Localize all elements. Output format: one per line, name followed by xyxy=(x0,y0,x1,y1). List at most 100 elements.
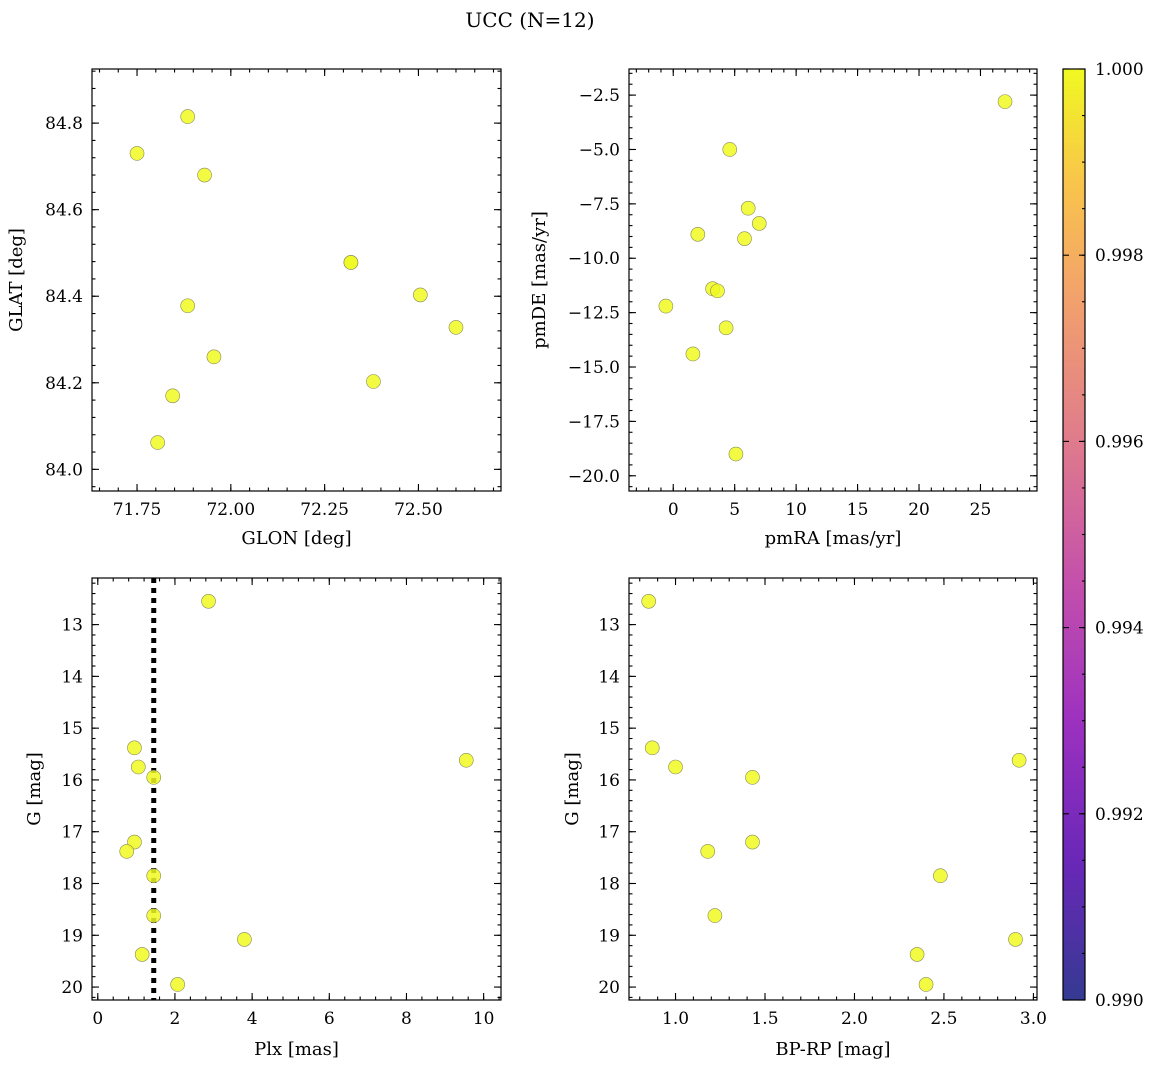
data-point xyxy=(737,231,752,246)
x-tick-label: 10 xyxy=(785,500,807,520)
data-point xyxy=(127,740,142,756)
colorbar-tick-label: 1.000 xyxy=(1095,60,1144,80)
x-axis-label: Plx [mas] xyxy=(254,1039,339,1060)
x-tick-label: 8 xyxy=(401,1009,412,1029)
x-tick-label: 72.50 xyxy=(394,500,443,520)
data-point xyxy=(119,844,135,859)
data-point xyxy=(685,346,701,362)
data-point xyxy=(700,844,716,859)
y-tick-label: 19 xyxy=(61,926,83,946)
plot-area xyxy=(91,68,502,492)
data-point xyxy=(745,834,760,850)
y-tick-label: −12.5 xyxy=(568,304,620,324)
data-point xyxy=(413,287,428,303)
colorbar-tick-label: 0.990 xyxy=(1095,991,1144,1011)
x-tick-label: 0 xyxy=(92,1009,103,1029)
data-point xyxy=(131,759,146,775)
y-axis-label: GLAT [deg] xyxy=(6,228,27,332)
y-tick-label: 84.2 xyxy=(45,374,83,394)
data-point xyxy=(197,167,212,183)
data-point xyxy=(658,298,674,314)
x-tick-label: 15 xyxy=(847,500,869,520)
y-tick-label: 20 xyxy=(598,978,620,998)
y-tick-label: 84.4 xyxy=(45,287,83,307)
y-tick-label: 20 xyxy=(61,978,83,998)
panel-plx-g: 0 2 4 6 8 10 13 14 15 16 17 18 19 20 Plx [mas] G [mag] xyxy=(24,577,502,1060)
data-point xyxy=(728,446,744,462)
data-point xyxy=(150,435,165,450)
data-point xyxy=(201,594,216,609)
data-point xyxy=(690,227,706,242)
colorbar-gradient xyxy=(1062,68,1086,1001)
data-point xyxy=(180,298,195,314)
colorbar-tick-label: 0.996 xyxy=(1095,432,1144,452)
data-point xyxy=(206,349,222,365)
y-axis-label: G [mag] xyxy=(24,752,45,825)
data-point xyxy=(1011,752,1027,768)
y-tick-label: 84.6 xyxy=(45,201,83,221)
x-tick-label: 1.5 xyxy=(751,1009,778,1029)
colorbar-tick-label: 0.992 xyxy=(1095,805,1144,825)
data-point xyxy=(718,320,734,336)
data-point xyxy=(170,977,185,992)
data-point xyxy=(722,142,738,157)
y-tick-label: 19 xyxy=(598,926,620,946)
y-tick-label: 18 xyxy=(61,874,83,894)
y-axis-label: G [mag] xyxy=(562,752,583,825)
x-tick-label: 2 xyxy=(170,1009,181,1029)
data-point xyxy=(751,216,767,231)
data-point xyxy=(458,752,474,768)
y-tick-label: 13 xyxy=(598,616,620,636)
data-point xyxy=(129,146,145,161)
x-tick-label: 20 xyxy=(908,500,930,520)
data-point xyxy=(146,868,162,884)
data-point xyxy=(668,759,683,775)
x-tick-label: 2.0 xyxy=(841,1009,868,1029)
x-tick-label: 71.75 xyxy=(113,500,162,520)
plot-area xyxy=(91,577,502,1001)
plot-area xyxy=(628,68,1038,492)
y-tick-label: 84.0 xyxy=(45,460,83,480)
colorbar: 0.990 0.992 0.994 0.996 0.998 1.000 xyxy=(1062,60,1144,1011)
x-tick-label: 4 xyxy=(247,1009,258,1029)
data-point xyxy=(644,740,660,756)
x-tick-label: 72.25 xyxy=(300,500,349,520)
data-point xyxy=(134,947,150,962)
x-axis-label: BP-RP [mag] xyxy=(775,1039,890,1060)
panel-glon-glat: 71.75 72.00 72.25 72.50 84.0 84.2 84.4 84.6 84.8… xyxy=(6,68,502,549)
y-tick-label: 16 xyxy=(598,771,620,791)
y-tick-label: −17.5 xyxy=(568,412,620,432)
y-tick-label: 14 xyxy=(598,667,620,687)
data-point xyxy=(165,388,180,404)
y-tick-label: 13 xyxy=(61,616,83,636)
y-tick-label: −20.0 xyxy=(568,467,620,487)
data-point xyxy=(740,200,756,216)
data-point xyxy=(448,320,464,335)
data-point xyxy=(641,594,656,609)
data-point xyxy=(745,770,760,785)
y-tick-label: −5.0 xyxy=(579,140,620,160)
data-point xyxy=(997,94,1013,109)
figure-title: UCC (N=12) xyxy=(465,8,594,32)
data-point xyxy=(909,947,925,962)
y-tick-label: −2.5 xyxy=(579,86,620,106)
data-point xyxy=(146,908,162,923)
data-point xyxy=(707,908,723,923)
y-tick-label: 16 xyxy=(61,771,83,791)
x-tick-label: 10 xyxy=(473,1009,495,1029)
y-tick-label: −10.0 xyxy=(568,249,620,269)
colorbar-tick-label: 0.994 xyxy=(1095,619,1144,639)
data-point xyxy=(237,932,252,947)
y-tick-label: −15.0 xyxy=(568,358,620,378)
y-axis-label: pmDE [mas/yr] xyxy=(529,211,550,349)
data-point xyxy=(180,109,195,124)
data-point xyxy=(710,283,725,299)
x-tick-label: 1.0 xyxy=(662,1009,689,1029)
data-point xyxy=(918,977,934,992)
y-tick-label: −7.5 xyxy=(579,195,620,215)
x-tick-label: 5 xyxy=(729,500,740,520)
x-tick-label: 2.5 xyxy=(930,1009,957,1029)
y-tick-label: 17 xyxy=(61,823,83,843)
y-tick-label: 15 xyxy=(61,719,83,739)
